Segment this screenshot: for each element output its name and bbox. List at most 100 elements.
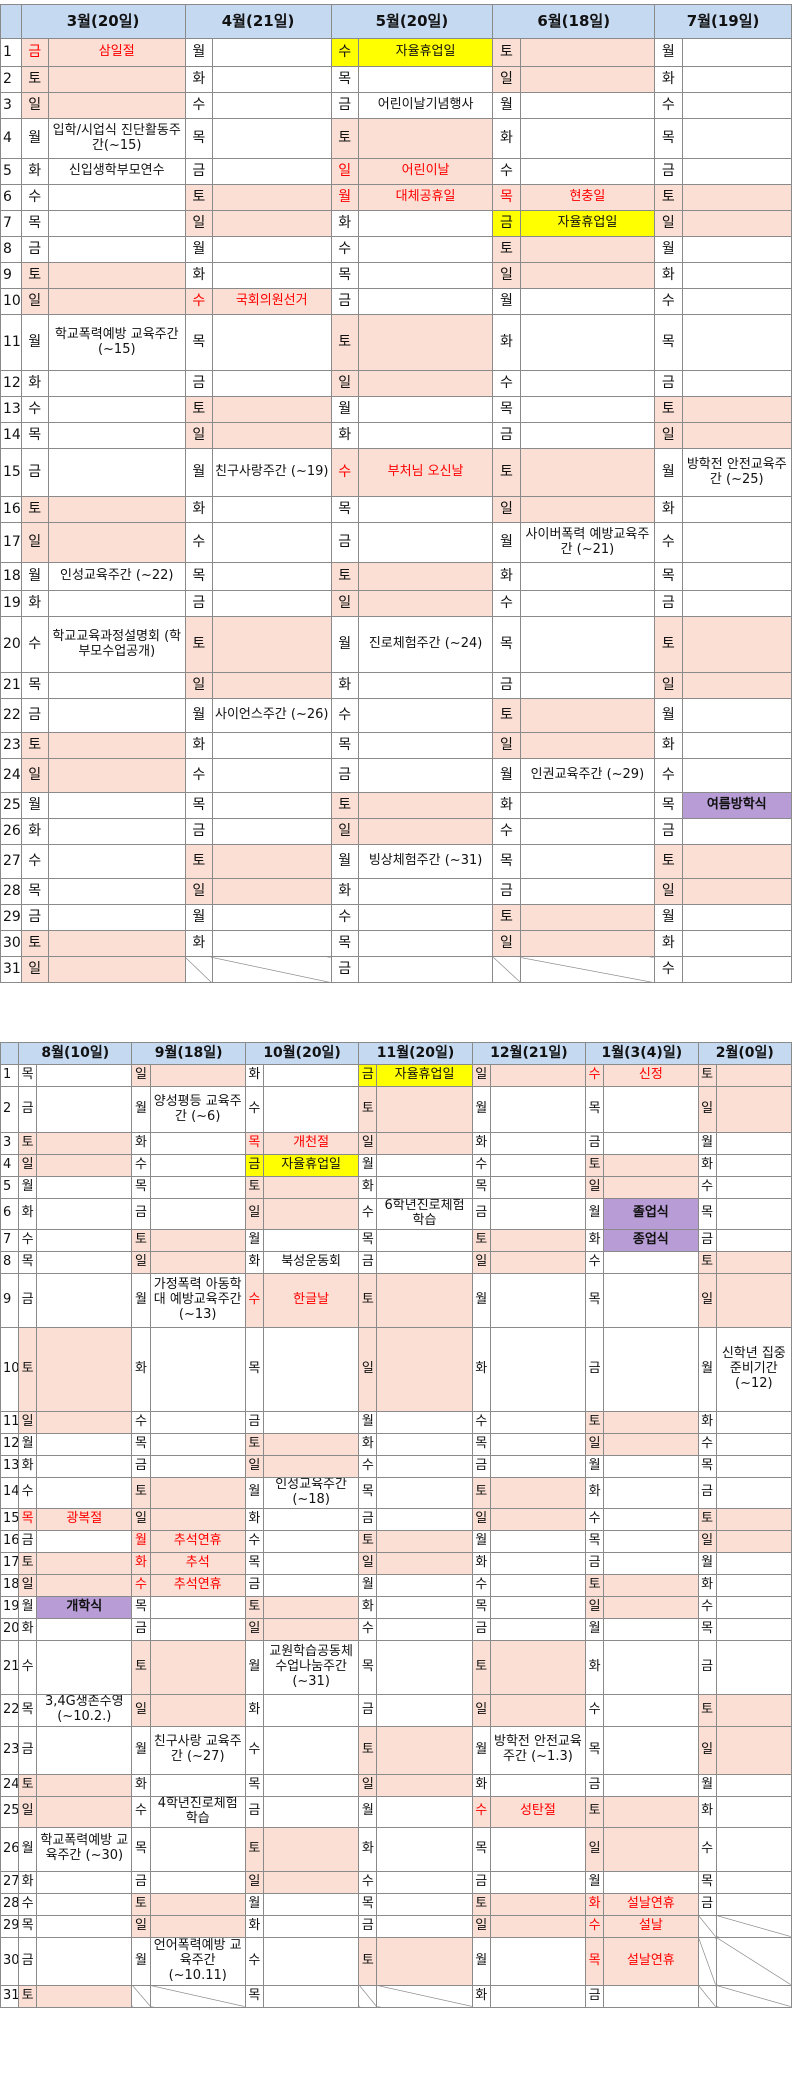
event-cell	[489, 1132, 587, 1155]
event-cell	[47, 904, 186, 931]
table-row: 21 목 일 화 금 일	[0, 672, 792, 699]
event-cell	[519, 590, 656, 617]
table-row: 14 수 토 월 인성교육주간 (~18) 목 토 화 금	[0, 1476, 793, 1509]
event-cell	[211, 314, 332, 371]
event-cell	[211, 184, 332, 211]
event-cell: 추석	[149, 1551, 246, 1575]
weekday-cell: 월	[20, 562, 49, 591]
event-cell	[715, 1914, 793, 1938]
weekday-cell: 월	[358, 1410, 378, 1434]
weekday-cell: 목	[654, 314, 683, 371]
event-cell	[211, 66, 332, 93]
event-cell	[47, 66, 186, 93]
month-header: 12월(21일)	[471, 1042, 587, 1065]
day-number: 6	[0, 184, 22, 211]
event-cell	[211, 672, 332, 699]
day-number: 18	[0, 1573, 20, 1597]
event-cell	[681, 590, 792, 617]
weekday-cell: 금	[330, 956, 359, 983]
day-number: 1	[0, 1064, 20, 1087]
event-cell	[211, 844, 332, 879]
event-cell	[357, 590, 494, 617]
event-cell	[47, 698, 186, 733]
weekday-cell: 일	[585, 1826, 605, 1872]
event-cell	[489, 1639, 587, 1695]
weekday-cell: 월	[184, 904, 213, 931]
weekday-cell: 토	[358, 1529, 378, 1553]
event-cell	[376, 1595, 473, 1619]
event-cell	[47, 930, 186, 957]
event-cell	[715, 1617, 793, 1641]
weekday-cell: 월	[131, 1272, 151, 1328]
event-cell: 북성운동회	[262, 1250, 360, 1274]
event-cell	[376, 1551, 473, 1575]
event-cell	[715, 1551, 793, 1575]
weekday-cell: 일	[654, 422, 683, 449]
table-row: 20 수 학교교육과정설명회 (학부모수업공개) 토 월 진로체험주간 (~24) 목 토	[0, 616, 792, 673]
event-cell	[211, 396, 332, 423]
weekday-cell	[492, 956, 521, 983]
event-cell	[149, 1826, 246, 1872]
day-number: 27	[0, 1870, 20, 1894]
weekday-cell: 월	[20, 118, 49, 159]
weekday-cell: 일	[358, 1132, 378, 1155]
event-cell	[376, 1892, 473, 1916]
table-row: 23 토 화 목 일 화	[0, 732, 792, 759]
weekday-cell: 금	[244, 1154, 264, 1177]
weekday-cell: 토	[18, 1326, 38, 1412]
weekday-cell: 화	[184, 262, 213, 289]
event-cell	[715, 1250, 793, 1274]
weekday-cell: 목	[330, 930, 359, 957]
event-cell: 학교교육과정설명회 (학부모수업공개)	[47, 616, 186, 673]
weekday-cell: 금	[20, 904, 49, 931]
event-cell	[211, 818, 332, 845]
table-row: 17 토 화 추석 목 일 화 금 월	[0, 1551, 793, 1575]
event-cell: 졸업식	[603, 1198, 699, 1230]
weekday-cell: 토	[184, 184, 213, 211]
event-cell	[262, 1432, 360, 1456]
weekday-cell: 목	[471, 1826, 491, 1872]
event-cell	[149, 1870, 246, 1894]
weekday-cell: 일	[492, 930, 521, 957]
event-cell: 부처님 오신날	[357, 448, 494, 497]
weekday-cell: 수	[244, 1529, 264, 1553]
event-cell	[36, 1936, 133, 1986]
weekday-cell: 월	[471, 1936, 491, 1986]
weekday-cell: 일	[358, 1773, 378, 1797]
weekday-cell: 토	[697, 1507, 717, 1531]
event-cell	[715, 1507, 793, 1531]
event-cell	[489, 1410, 587, 1434]
event-cell	[519, 314, 656, 371]
day-number: 15	[0, 448, 22, 497]
table-row: 16 토 화 목 일 화	[0, 496, 792, 523]
weekday-cell: 목	[358, 1228, 378, 1252]
event-cell: 인성교육주간 (~22)	[47, 562, 186, 591]
weekday-cell: 금	[18, 1725, 38, 1775]
event-cell	[519, 698, 656, 733]
weekday-cell: 월	[585, 1617, 605, 1641]
weekday-cell: 일	[244, 1617, 264, 1641]
weekday-cell: 토	[585, 1795, 605, 1828]
weekday-cell: 월	[697, 1551, 717, 1575]
event-cell	[715, 1086, 793, 1133]
weekday-cell: 토	[330, 314, 359, 371]
day-number: 8	[0, 236, 22, 263]
weekday-cell: 월	[330, 844, 359, 879]
table-row: 25 일 수 4학년진로체험학습 금 월 수 성탄절 토 화	[0, 1795, 793, 1828]
table-row: 13 수 토 월 목 토	[0, 396, 792, 423]
event-cell	[519, 38, 656, 67]
weekday-cell: 월	[18, 1826, 38, 1872]
table-row: 18 월 인성교육주간 (~22) 목 토 화 목	[0, 562, 792, 591]
event-cell	[519, 672, 656, 699]
weekday-cell: 목	[585, 1086, 605, 1133]
weekday-cell: 목	[131, 1595, 151, 1619]
event-cell	[149, 1228, 246, 1252]
event-cell	[262, 1507, 360, 1531]
weekday-cell: 목	[18, 1250, 38, 1274]
event-cell	[149, 1064, 246, 1087]
event-cell	[376, 1132, 473, 1155]
table-row: 7 목 일 화 금 자율휴업일 일	[0, 210, 792, 237]
event-cell: 친구사랑주간 (~19)	[211, 448, 332, 497]
event-cell	[376, 1984, 473, 2008]
event-cell	[603, 1795, 699, 1828]
